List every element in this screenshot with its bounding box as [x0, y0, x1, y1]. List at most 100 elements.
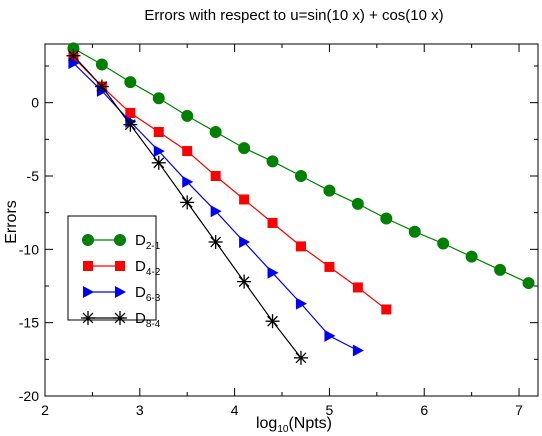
legend-marker	[81, 311, 95, 325]
data-point	[94, 79, 109, 94]
data-point	[180, 195, 195, 210]
data-point	[239, 236, 251, 248]
legend-marker	[115, 286, 126, 298]
legend: D2-1D4-2D6-3D8-4	[67, 215, 161, 330]
marker-stroke	[82, 312, 94, 324]
legend-marker	[83, 286, 94, 298]
data-point	[238, 142, 251, 155]
data-point	[181, 109, 194, 122]
x-tick-label: 5	[326, 402, 334, 418]
y-tick-label: 0	[31, 95, 39, 111]
x-tick-label: 4	[231, 402, 239, 418]
data-point	[295, 241, 306, 252]
marker-stroke	[295, 352, 307, 364]
data-point	[151, 155, 166, 170]
data-point	[294, 170, 307, 182]
data-point	[95, 58, 108, 71]
data-point	[267, 266, 279, 279]
legend-item-6-3: D6-3	[83, 284, 161, 304]
data-point	[237, 274, 252, 289]
y-tick-label: -10	[19, 241, 39, 257]
data-point	[352, 282, 363, 293]
marker-stroke	[153, 157, 165, 169]
data-point	[437, 237, 450, 250]
data-point	[66, 48, 81, 63]
data-point	[494, 263, 507, 276]
data-point	[210, 171, 221, 181]
data-point	[266, 155, 279, 168]
y-tick-label: -5	[27, 168, 40, 184]
data-point	[210, 205, 222, 218]
data-point	[351, 197, 364, 210]
data-point	[208, 235, 223, 249]
plot-frame	[44, 43, 539, 397]
data-point	[265, 314, 280, 329]
marker-stroke	[267, 315, 278, 327]
data-point	[152, 92, 165, 105]
legend-item-2-1: D2-1	[82, 232, 161, 252]
data-point	[153, 127, 164, 137]
data-point	[123, 117, 138, 132]
data-point	[209, 126, 222, 138]
data-point	[293, 350, 308, 365]
legend-label: D6-3	[135, 284, 161, 304]
marker-stroke	[238, 276, 250, 288]
data-point	[68, 57, 80, 70]
marker-stroke	[210, 236, 222, 248]
legend-label-main: D	[135, 310, 146, 327]
legend-label-main: D	[135, 284, 146, 301]
legend-box	[67, 215, 157, 321]
legend-label-main: D	[135, 258, 146, 275]
plot-series	[66, 42, 535, 365]
legend-label: D4-2	[135, 258, 161, 278]
data-point	[380, 212, 393, 225]
x-tick-label: 6	[420, 402, 428, 418]
x-axis-label-tail: (Npts)	[288, 415, 332, 432]
legend-label-sub: 2-1	[146, 241, 161, 252]
axis-ticks: 2 3 4 5 6 7 0 -5 -10 -15 -20	[19, 44, 538, 418]
data-point	[239, 194, 250, 205]
data-point	[182, 146, 193, 157]
data-point	[408, 225, 421, 238]
marker-stroke	[68, 50, 79, 62]
x-axis-label-main: log	[256, 415, 277, 432]
legend-label-sub: 8-4	[146, 319, 161, 330]
legend-marker	[83, 261, 93, 271]
legend-label-sub: 6-3	[146, 293, 161, 304]
legend-item-4-2: D4-2	[83, 258, 161, 278]
marker-stroke	[114, 312, 126, 324]
x-axis-label-sub: 10	[277, 424, 289, 435]
x-tick-label: 7	[515, 402, 523, 418]
data-point	[352, 344, 364, 357]
data-point	[267, 217, 278, 228]
x-axis-label: log10(Npts)	[256, 415, 332, 435]
series-8-4	[66, 48, 308, 365]
legend-item-8-4: D8-4	[81, 310, 161, 330]
marker-stroke	[96, 81, 108, 92]
data-point	[324, 261, 335, 272]
legend-marker	[115, 261, 125, 271]
data-point	[324, 329, 336, 342]
marker-stroke	[181, 196, 193, 208]
data-point	[125, 107, 136, 118]
legend-label: D2-1	[135, 232, 161, 252]
data-point	[182, 175, 194, 188]
data-point	[323, 184, 336, 197]
data-point	[124, 76, 137, 89]
data-point	[381, 304, 392, 315]
legend-marker	[113, 311, 127, 325]
legend-label-main: D	[135, 232, 146, 249]
legend-label-sub: 4-2	[146, 267, 161, 278]
series-2-1	[67, 42, 535, 290]
data-point	[295, 297, 307, 310]
x-tick-label: 3	[136, 402, 144, 418]
y-tick-label: -20	[19, 388, 39, 404]
data-point	[465, 250, 478, 263]
legend-items: D2-1D4-2D6-3D8-4	[81, 232, 161, 330]
y-tick-label: -15	[19, 315, 39, 331]
data-point	[522, 277, 535, 290]
legend-marker	[114, 234, 126, 246]
chart-title: Errors with respect to u=sin(10 x) + cos…	[144, 7, 443, 24]
x-tick-label: 2	[41, 402, 49, 418]
